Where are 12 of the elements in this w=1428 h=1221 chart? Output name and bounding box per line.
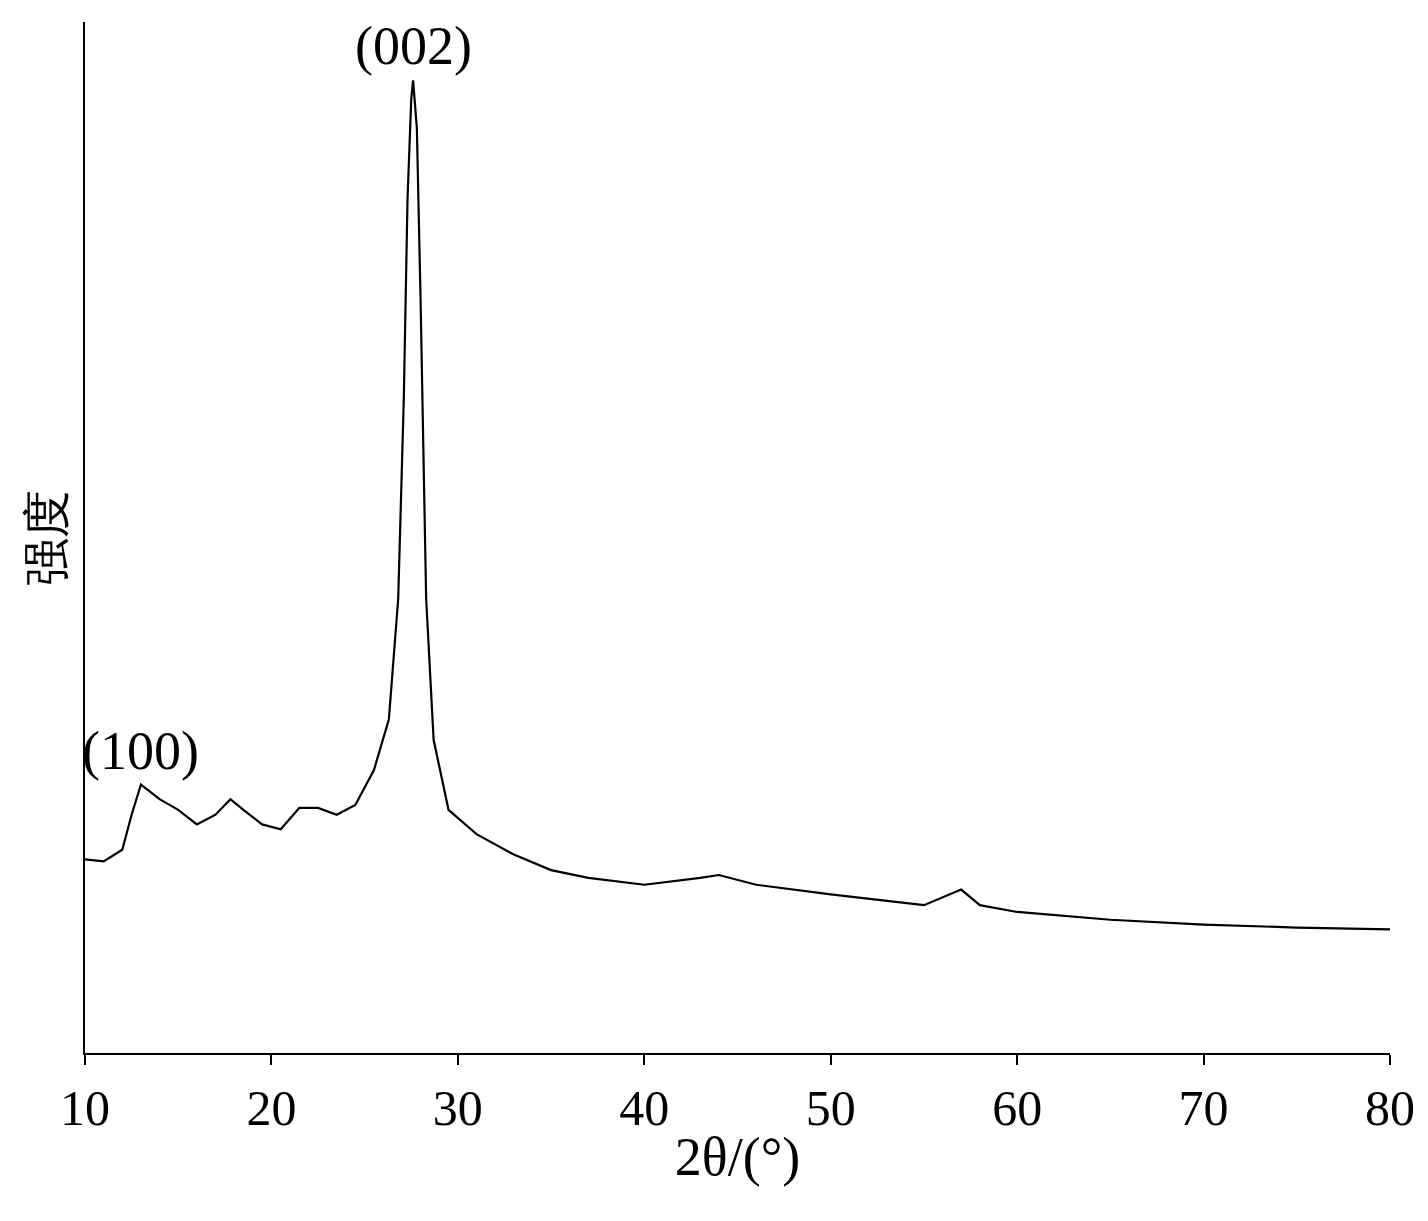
x-axis-title: 2θ/(°) <box>674 1126 801 1187</box>
x-tick-label: 10 <box>60 1080 110 1136</box>
y-axis-title: 强度 <box>18 489 75 586</box>
x-tick-label: 80 <box>1365 1080 1415 1136</box>
annotation: (002) <box>355 16 472 76</box>
x-tick-label: 40 <box>619 1080 670 1136</box>
annotation: (100) <box>82 721 199 781</box>
x-tick-label: 20 <box>246 1080 297 1136</box>
x-tick-label: 30 <box>432 1080 483 1136</box>
x-tick-label: 70 <box>1178 1080 1229 1136</box>
x-tick-label: 50 <box>805 1080 856 1136</box>
x-tick-label: 60 <box>992 1080 1043 1136</box>
